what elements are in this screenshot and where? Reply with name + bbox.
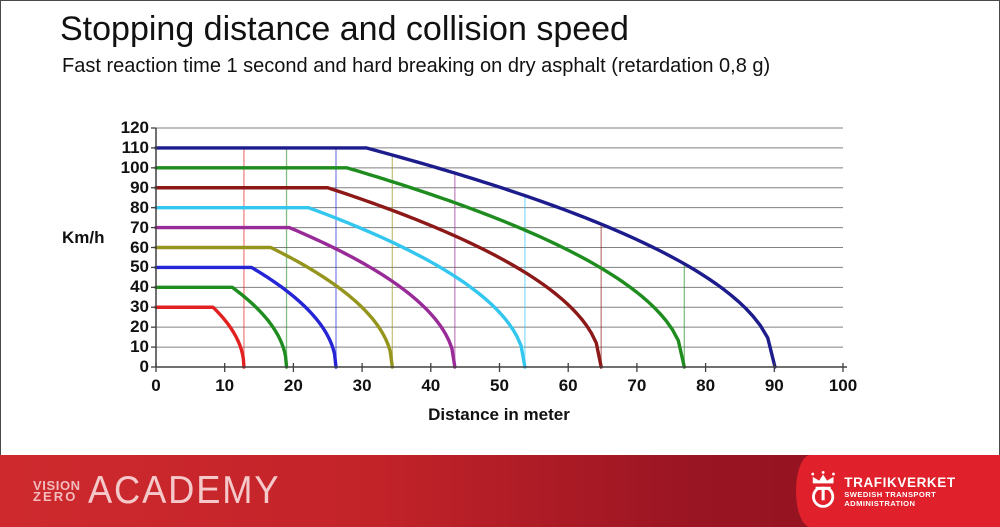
x-axis-tick-label: 40	[421, 376, 441, 395]
y-axis-tick-label: 50	[130, 257, 149, 277]
trafikverket-name: TRAFIKVERKET	[844, 474, 956, 490]
vision-text: VISION	[33, 478, 81, 493]
stopping-distance-chart: Km/h 0 10 20 30 40 50 60 70 80 90 100 110 120 0 10 20 30…	[62, 118, 858, 425]
y-axis-tick-label: 110	[121, 137, 149, 157]
y-axis-tick-label: 80	[130, 197, 149, 217]
curve-80-kmh	[154, 205, 527, 369]
x-axis-tick-label: 30	[352, 376, 372, 395]
y-axis-tick-label: 0	[139, 357, 149, 376]
curve-110-kmh	[154, 146, 777, 369]
x-axis-tick-label: 0	[151, 376, 161, 395]
y-axis-tick-label: 20	[130, 317, 149, 337]
x-axis-tick-label: 10	[215, 376, 235, 395]
x-axis-tick-label: 80	[696, 376, 716, 395]
page-subtitle: Fast reaction time 1 second and hard bre…	[62, 55, 771, 77]
y-axis-tick-label: 10	[130, 337, 149, 357]
y-axis-tick-label: 120	[120, 118, 149, 137]
plot-area	[151, 127, 847, 372]
y-axis-tick-label: 70	[130, 217, 149, 237]
x-axis-tick-label: 90	[764, 376, 784, 395]
curve-30-kmh	[154, 305, 246, 369]
speed-curves	[154, 146, 777, 369]
page-title: Stopping distance and collision speed	[60, 10, 629, 48]
y-axis-tick-label: 100	[120, 157, 149, 177]
y-axis-tick-label: 90	[130, 177, 149, 197]
x-axis-tick-label: 60	[558, 376, 578, 395]
y-axis-tick-label: 60	[130, 237, 149, 257]
footer-banner: VISION ZERO ACADEMY TRAFIKVERKET SWEDISH…	[0, 455, 1000, 527]
academy-text: ACADEMY	[87, 469, 281, 512]
stopping-distance-drop-lines	[243, 147, 685, 367]
x-axis-title: Distance in meter	[428, 405, 570, 424]
curve-50-kmh	[154, 265, 338, 369]
y-axis-title: Km/h	[62, 228, 105, 247]
trafikverket-text-block: TRAFIKVERKET SWEDISH TRANSPORT ADMINISTR…	[844, 475, 1000, 508]
curve-100-kmh	[154, 166, 686, 369]
x-axis-tick-label: 20	[283, 376, 303, 395]
y-axis-tick-label: 30	[130, 297, 149, 317]
zero-text: ZERO	[33, 489, 78, 504]
x-axis-tick-label: 70	[627, 376, 647, 395]
vision-zero-wordmark: VISION ZERO	[33, 478, 81, 504]
trafikverket-subtitle: SWEDISH TRANSPORT ADMINISTRATION	[844, 489, 937, 508]
axes	[151, 127, 847, 372]
trafikverket-crown-icon	[811, 470, 835, 508]
vision-zero-academy-brand: VISION ZERO ACADEMY	[33, 469, 295, 513]
x-axis-tick-label: 100	[828, 376, 858, 395]
trafikverket-panel: TRAFIKVERKET SWEDISH TRANSPORT ADMINISTR…	[796, 455, 1000, 527]
y-axis-tick-label: 40	[130, 277, 149, 297]
curve-90-kmh	[154, 186, 603, 369]
curve-70-kmh	[154, 225, 457, 369]
curve-60-kmh	[154, 245, 395, 369]
x-axis-tick-label: 50	[490, 376, 509, 395]
curve-40-kmh	[154, 285, 289, 369]
